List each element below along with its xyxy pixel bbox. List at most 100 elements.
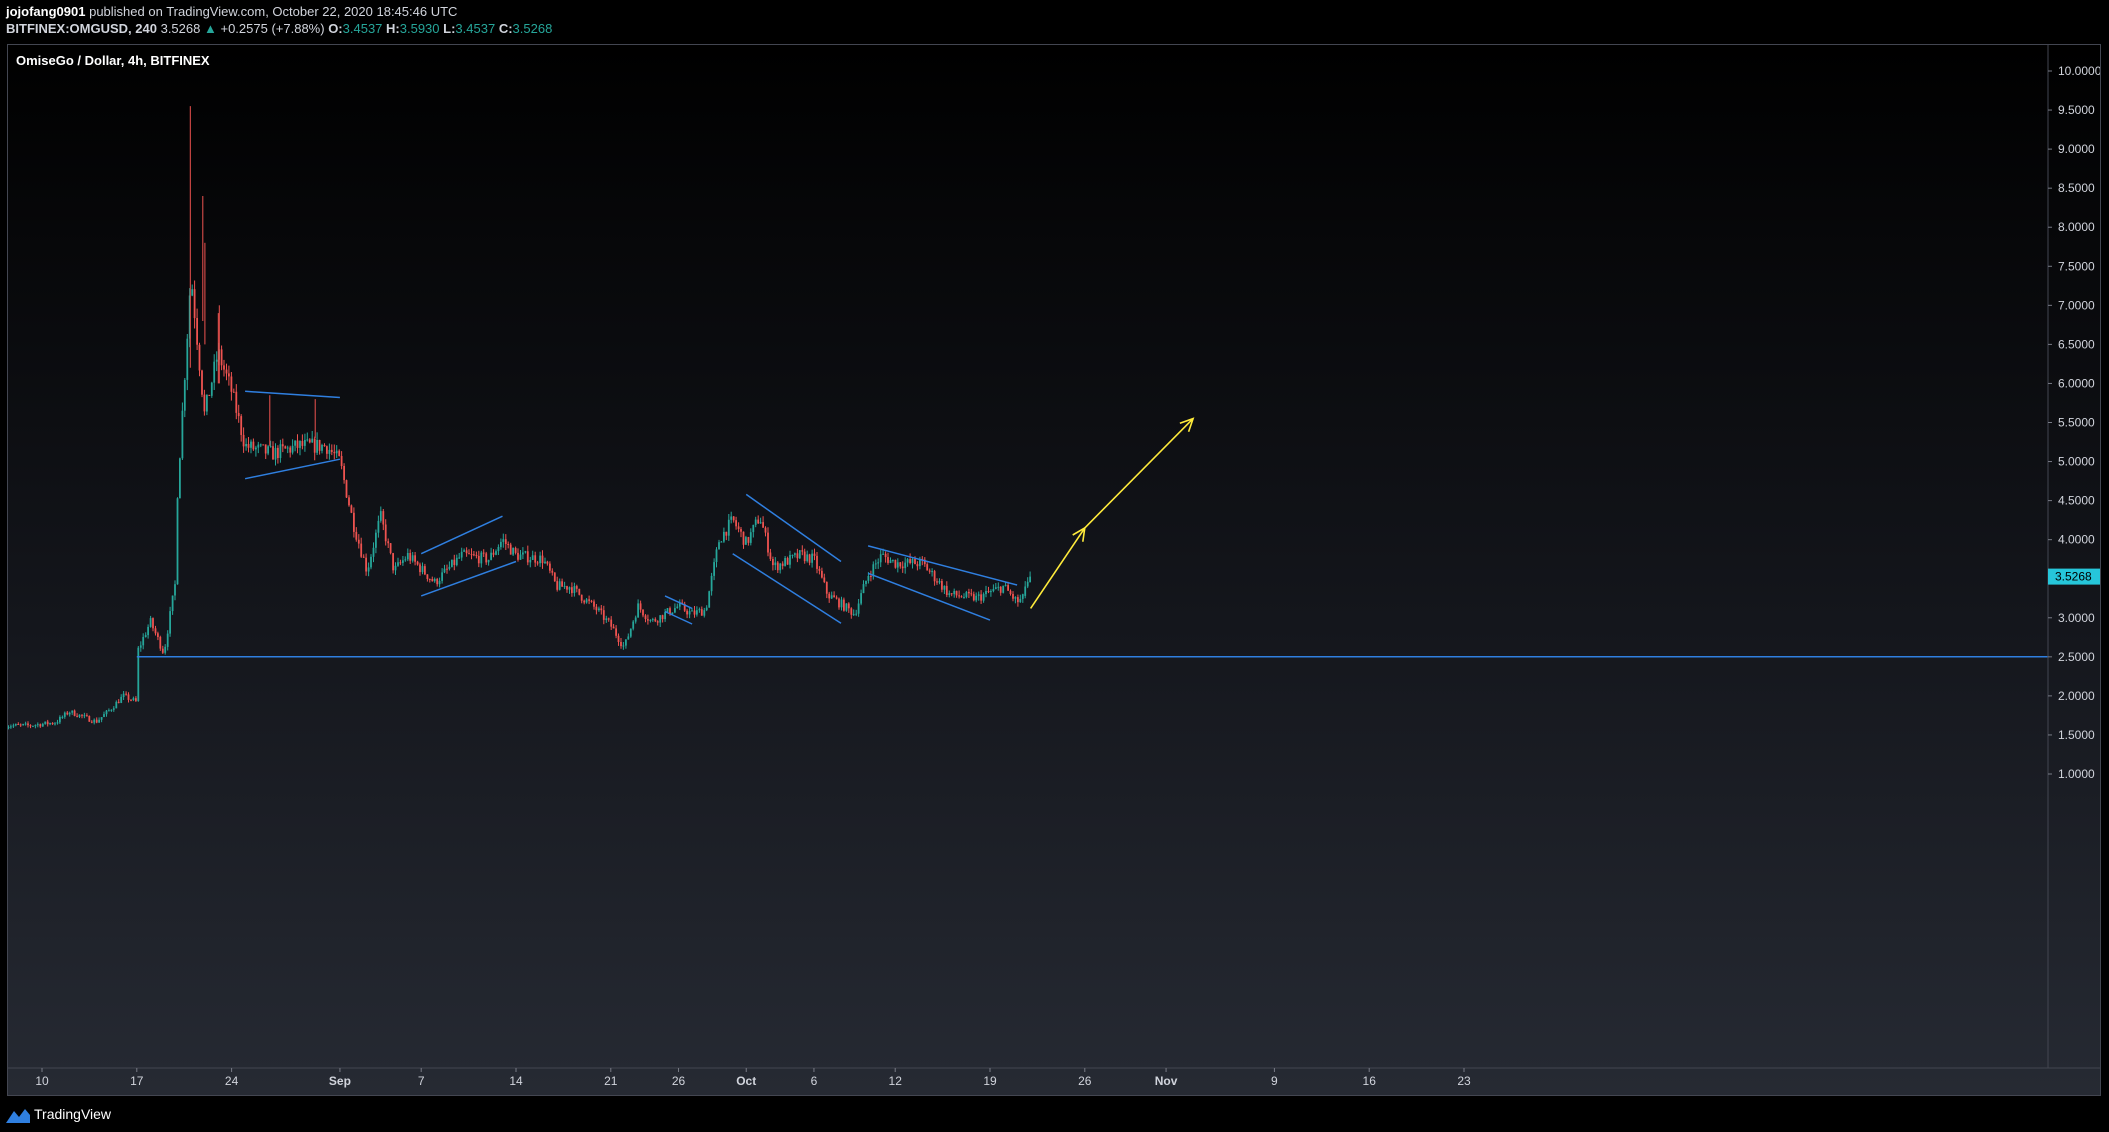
time-tick-label: Nov xyxy=(1155,1074,1178,1088)
price-chart[interactable]: 10.0000 9.5000 9.0000 8.5000 8.0000 7.5000 7.0… xyxy=(8,45,2101,1096)
candle-body xyxy=(90,721,93,723)
candle-body xyxy=(409,553,412,561)
tradingview-logo-icon[interactable] xyxy=(6,1107,30,1123)
candle-body xyxy=(958,595,960,597)
candle-body xyxy=(769,552,772,559)
trendline[interactable] xyxy=(867,545,1018,586)
triangle-up-icon: ▲ xyxy=(203,21,217,36)
candle-body xyxy=(970,593,973,595)
candle-body xyxy=(495,551,497,555)
time-tick-label: 9 xyxy=(1271,1074,1278,1088)
candle-body xyxy=(183,379,186,411)
time-tick-label: Oct xyxy=(736,1074,756,1088)
candle-body xyxy=(421,566,424,573)
candle-body xyxy=(740,529,742,532)
candle-body xyxy=(404,559,407,561)
candle-body xyxy=(566,586,568,590)
candle-body xyxy=(605,618,608,620)
candle-body xyxy=(259,444,262,446)
candle-body xyxy=(122,693,125,697)
ohlc-legend: BITFINEX:OMGUSD, 240 3.5268 ▲ +0.2575 (+… xyxy=(6,21,552,36)
candle-body xyxy=(870,576,872,577)
candle-body xyxy=(451,559,453,567)
candle-body xyxy=(152,618,154,629)
candle-body xyxy=(232,391,235,393)
candle-body xyxy=(59,717,61,723)
candle-body xyxy=(882,553,884,555)
candle-body xyxy=(526,551,529,563)
trendline[interactable] xyxy=(244,458,341,480)
candle-body xyxy=(100,717,103,720)
trendline[interactable] xyxy=(732,553,842,624)
tradingview-brand[interactable]: TradingView xyxy=(34,1106,112,1122)
candle-body xyxy=(237,413,240,417)
candle-body xyxy=(289,447,292,453)
candle-body xyxy=(977,594,980,596)
author-link[interactable]: jojofang0901 xyxy=(6,4,86,19)
candle-body xyxy=(330,449,333,452)
candle-body xyxy=(68,712,71,715)
candle-body xyxy=(63,712,66,717)
candle-body xyxy=(453,559,456,565)
candle-body xyxy=(968,591,970,594)
candle-body xyxy=(132,698,135,700)
projection-arrow[interactable] xyxy=(1029,527,1086,609)
candle-body xyxy=(1021,594,1024,599)
candle-body xyxy=(745,537,747,545)
candle-body xyxy=(639,603,642,610)
candle-body xyxy=(615,628,617,636)
candle-body xyxy=(340,456,343,466)
projection-arrow[interactable] xyxy=(1084,418,1194,529)
candle-body xyxy=(355,531,358,540)
candle-body xyxy=(909,559,911,563)
trendline[interactable] xyxy=(664,610,693,625)
time-tick-label: 21 xyxy=(604,1074,618,1088)
price-tick-label: 2.0000 xyxy=(2058,689,2095,703)
candle-body xyxy=(549,563,551,571)
candle-body xyxy=(41,723,44,727)
trendline[interactable] xyxy=(867,572,991,621)
candle-body xyxy=(990,591,992,593)
candle-body xyxy=(110,709,113,711)
candle-body xyxy=(414,555,416,562)
candle-body xyxy=(779,563,782,571)
candle-body xyxy=(245,444,247,447)
trendline[interactable] xyxy=(745,493,842,563)
candle-body xyxy=(818,568,821,571)
chart-pane[interactable]: 10.0000 9.5000 9.0000 8.5000 8.0000 7.5000 7.0… xyxy=(7,44,2101,1096)
price-tick-label: 9.0000 xyxy=(2058,142,2095,156)
candle-body xyxy=(732,516,735,521)
candle-body xyxy=(1026,581,1029,587)
candle-body xyxy=(811,553,813,563)
candle-body xyxy=(960,596,963,598)
candle-body xyxy=(441,572,443,581)
candle-body xyxy=(590,600,593,602)
price-tick-label: 4.0000 xyxy=(2058,533,2095,547)
candle-body xyxy=(438,580,441,585)
candle-body xyxy=(1007,585,1009,591)
candle-body xyxy=(541,555,544,564)
candle-body xyxy=(333,452,336,454)
symbol-title: OmiseGo / Dollar, 4h, BITFINEX xyxy=(16,53,210,68)
trendline[interactable] xyxy=(664,595,693,610)
trendline[interactable] xyxy=(420,560,517,597)
candle-body xyxy=(463,550,465,552)
candle-body xyxy=(19,724,22,726)
candle-body xyxy=(181,410,184,459)
price-tick-label: 3.0000 xyxy=(2058,611,2095,625)
trendline[interactable] xyxy=(420,515,503,555)
candle-body xyxy=(286,447,289,449)
candle-body xyxy=(568,587,571,590)
price-tick-label: 7.5000 xyxy=(2058,259,2095,273)
candle-body xyxy=(622,645,625,647)
candle-body xyxy=(916,564,919,567)
candle-body xyxy=(845,603,848,611)
price-tick-label: 5.5000 xyxy=(2058,416,2095,430)
candle-body xyxy=(671,612,674,615)
candle-body xyxy=(828,593,831,599)
candle-body xyxy=(943,585,946,590)
candle-body xyxy=(558,581,561,590)
trendline[interactable] xyxy=(245,390,340,399)
candle-body xyxy=(46,721,49,725)
